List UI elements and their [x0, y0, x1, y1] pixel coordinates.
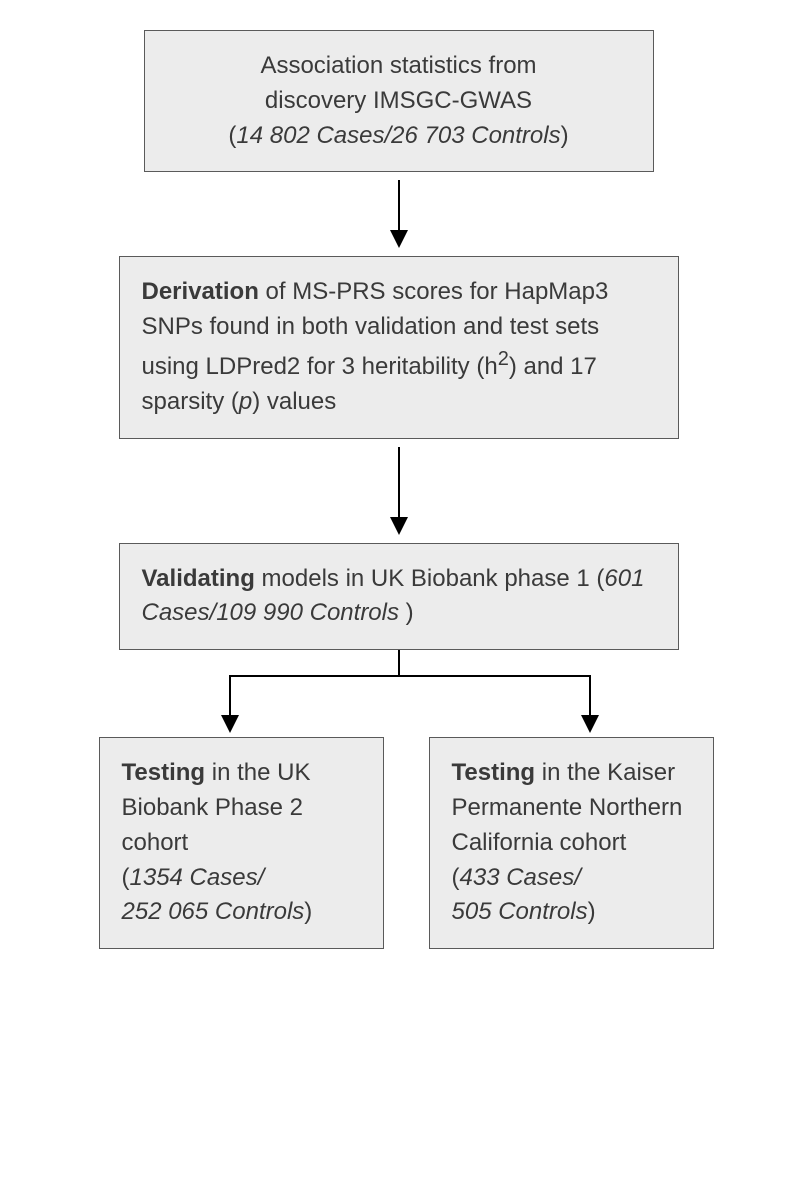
split-vertical-left: [229, 675, 231, 715]
arrow-1: [390, 180, 408, 248]
box2-italic: p: [239, 388, 252, 415]
split-stem: [398, 650, 400, 675]
box3-bold: Validating: [142, 565, 255, 592]
split-vertical-right: [589, 675, 591, 715]
node-testing-kaiser: Testing in the Kaiser Permanente Norther…: [429, 737, 714, 949]
box1-line2: discovery IMSGC-GWAS: [265, 87, 532, 114]
box1-line1: Association statistics from: [260, 52, 536, 79]
node-discovery-gwas: Association statistics from discovery IM…: [144, 30, 654, 172]
box5-italic-line2: 505 Controls: [452, 898, 588, 925]
box1-line3-close: ): [561, 122, 569, 149]
box4-italic-line1: 1354 Cases/: [130, 864, 265, 891]
box5-italic-line1: 433 Cases/: [460, 864, 581, 891]
box2-bold: Derivation: [142, 278, 259, 305]
arrow-1-line: [398, 180, 400, 230]
box3-text2: ): [406, 599, 414, 626]
flowchart-container: Association statistics from discovery IM…: [80, 30, 717, 949]
node-validating: Validating models in UK Biobank phase 1 …: [119, 543, 679, 651]
box2-sup: 2: [498, 348, 509, 370]
box3-text1: models in UK Biobank phase 1 (: [255, 565, 605, 592]
box4-italic-line2: 252 065 Controls: [122, 898, 305, 925]
node-testing-ukbb: Testing in the UK Biobank Phase 2 cohort…: [99, 737, 384, 949]
arrow-2: [390, 447, 408, 535]
box4-italic-open: (: [122, 864, 130, 891]
arrow-1-head: [390, 230, 408, 248]
bottom-row: Testing in the UK Biobank Phase 2 cohort…: [99, 737, 714, 949]
arrow-2-line: [398, 447, 400, 517]
box4-bold: Testing: [122, 759, 206, 786]
box5-italic-open: (: [452, 864, 460, 891]
node-derivation: Derivation of MS-PRS scores for HapMap3 …: [119, 256, 679, 438]
split-arrow-right: [581, 715, 599, 733]
box4-italic-close: ): [304, 898, 312, 925]
split-arrow-left: [221, 715, 239, 733]
arrow-2-head: [390, 517, 408, 535]
box1-line3-italic: 14 802 Cases/26 703 Controls: [236, 122, 560, 149]
split-horizontal: [229, 675, 589, 677]
box5-italic-close: ): [588, 898, 596, 925]
split-connector: Testing in the UK Biobank Phase 2 cohort…: [99, 675, 699, 949]
box2-text3: ) values: [252, 388, 336, 415]
box5-bold: Testing: [452, 759, 536, 786]
